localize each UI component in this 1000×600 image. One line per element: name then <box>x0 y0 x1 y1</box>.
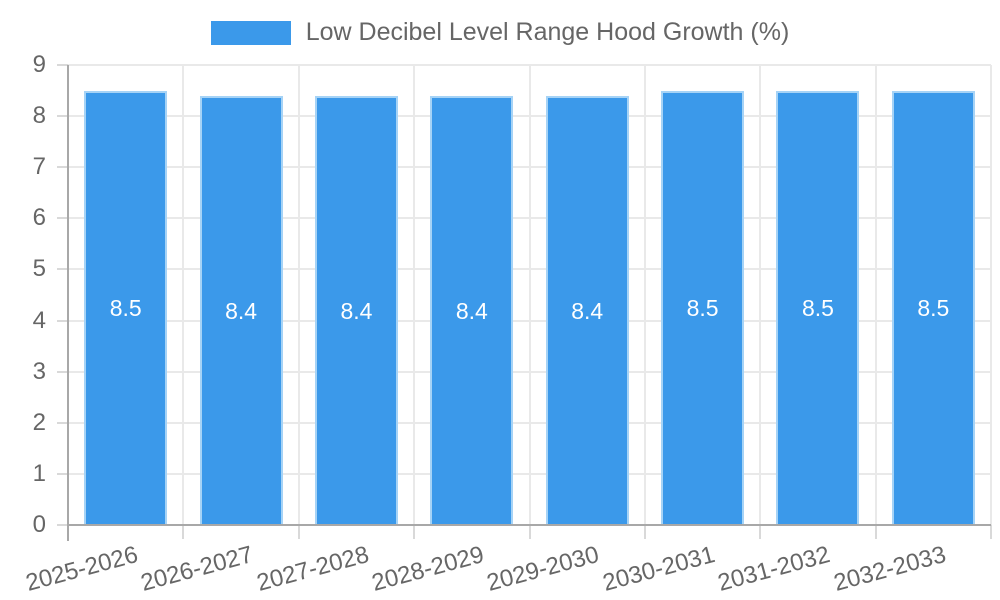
x-axis-tick-label: 2029-2030 <box>484 541 603 597</box>
y-axis-tick-mark <box>57 524 68 526</box>
bar: 8.5 <box>776 90 860 525</box>
x-axis-tick-label: 2032-2033 <box>830 541 949 597</box>
bar: 8.5 <box>661 90 745 525</box>
y-axis-tick-mark <box>57 319 68 322</box>
y-axis-tick-mark <box>57 64 68 66</box>
gridline-vertical <box>528 65 531 525</box>
bar: 8.4 <box>314 95 398 525</box>
x-axis-tick-mark <box>528 525 531 539</box>
bar-value-label: 8.5 <box>801 295 834 322</box>
legend[interactable]: Low Decibel Level Range Hood Growth (%) <box>0 18 1000 47</box>
x-axis-tick-mark <box>182 525 185 539</box>
bar: 8.4 <box>199 95 283 525</box>
y-axis-tick-label: 8 <box>32 102 46 130</box>
x-axis-tick-mark <box>643 525 646 539</box>
x-axis-line <box>68 524 991 526</box>
gridline-vertical <box>874 65 877 525</box>
bar-value-label: 8.5 <box>917 295 950 322</box>
y-axis-tick-mark <box>57 370 68 373</box>
y-axis-tick-mark <box>57 166 68 169</box>
gridline-vertical <box>182 65 185 525</box>
plot-area: 8.5 8.4 8.4 8.4 8.4 8.5 8.5 8.5 <box>68 64 992 525</box>
y-axis-tick-mark <box>57 472 68 475</box>
bar-value-label: 8.4 <box>340 297 373 324</box>
x-axis-tick-label: 2030-2031 <box>599 541 718 597</box>
y-axis-line <box>67 65 69 541</box>
y-axis-tick-label: 2 <box>32 408 46 436</box>
x-axis-tick-mark <box>874 525 877 539</box>
gridline-vertical <box>643 65 646 525</box>
y-axis-tick-label: 7 <box>32 153 46 181</box>
x-axis-tick-mark <box>413 525 416 539</box>
x-axis-tick-label: 2031-2032 <box>715 541 833 597</box>
y-axis-tick-label: 9 <box>32 51 46 78</box>
bar: 8.5 <box>891 90 975 525</box>
bar-value-label: 8.4 <box>571 297 604 324</box>
bar-value-label: 8.5 <box>686 295 719 322</box>
x-axis-tick-label: 2025-2026 <box>22 541 141 597</box>
y-axis-tick-label: 0 <box>32 511 46 538</box>
y-axis-tick-label: 6 <box>32 204 46 232</box>
bar: 8.5 <box>84 90 168 525</box>
gridline-vertical <box>759 65 762 525</box>
bar-value-label: 8.4 <box>225 297 258 324</box>
gridline-vertical <box>990 65 992 525</box>
legend-title[interactable]: Low Decibel Level Range Hood Growth (%) <box>305 18 790 46</box>
bar: 8.4 <box>430 95 514 525</box>
y-axis-tick-label: 3 <box>32 357 46 385</box>
y-axis-tick-mark <box>57 217 68 220</box>
x-axis-tick-label: 2028-2029 <box>368 541 487 597</box>
y-axis-tick-label: 4 <box>32 306 46 334</box>
bar: 8.4 <box>545 95 629 525</box>
x-axis-tick-mark <box>759 525 762 539</box>
x-axis-tick-mark <box>990 525 992 539</box>
y-axis-tick-mark <box>57 421 68 424</box>
y-axis-tick-mark <box>57 268 68 271</box>
legend-swatch[interactable] <box>210 20 291 45</box>
x-axis-tick-label: 2026-2027 <box>138 541 257 597</box>
x-axis-tick-label: 2027-2028 <box>253 541 372 597</box>
y-axis-tick-mark <box>57 115 68 118</box>
x-axis-tick-mark <box>297 525 300 539</box>
y-axis-tick-label: 5 <box>32 255 46 283</box>
gridline-vertical <box>297 65 300 525</box>
gridline-vertical <box>413 65 416 525</box>
y-axis-tick-label: 1 <box>32 459 46 487</box>
bar-value-label: 8.4 <box>455 297 488 324</box>
bar-value-label: 8.5 <box>109 295 142 322</box>
